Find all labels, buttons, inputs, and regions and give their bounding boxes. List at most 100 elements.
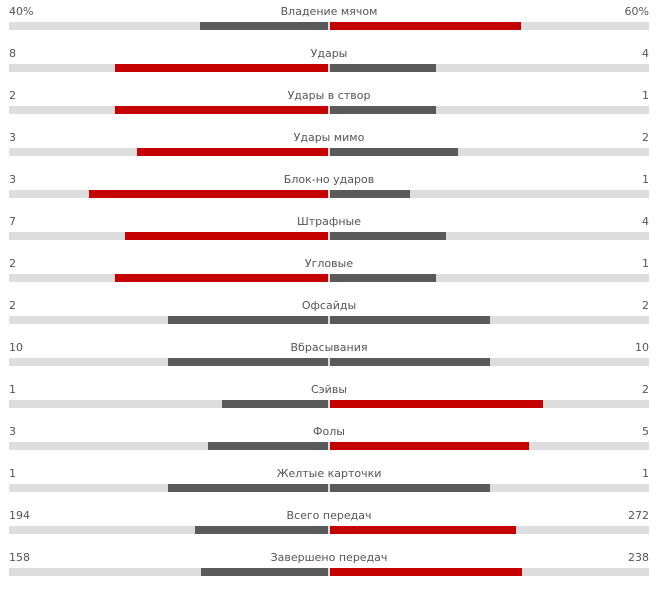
away-bar-fill bbox=[330, 22, 521, 30]
stat-bar bbox=[9, 190, 649, 198]
stat-name: Офсайды bbox=[301, 299, 357, 312]
away-bar-fill bbox=[330, 316, 490, 324]
home-value: 2 bbox=[9, 257, 16, 270]
stat-row: Удары мимо 3 2 bbox=[9, 131, 649, 173]
stat-label-line: Всего передач 194 272 bbox=[9, 509, 649, 526]
stat-label-line: Удары в створ 2 1 bbox=[9, 89, 649, 106]
stat-name: Владение мячом bbox=[280, 5, 378, 18]
away-bar-track bbox=[330, 484, 649, 492]
home-bar-fill bbox=[168, 316, 328, 324]
home-bar-fill bbox=[89, 190, 328, 198]
away-bar-track bbox=[330, 526, 649, 534]
stat-bar bbox=[9, 400, 649, 408]
home-bar-track bbox=[9, 316, 328, 324]
stat-name: Фолы bbox=[313, 425, 345, 438]
home-value: 194 bbox=[9, 509, 30, 522]
home-bar-track bbox=[9, 526, 328, 534]
stat-name: Вбрасывания bbox=[290, 341, 368, 354]
away-bar-track bbox=[330, 358, 649, 366]
stat-row: Блок-но ударов 3 1 bbox=[9, 173, 649, 215]
stat-row: Угловые 2 1 bbox=[9, 257, 649, 299]
away-value: 4 bbox=[642, 47, 649, 60]
away-bar-fill bbox=[330, 568, 522, 576]
away-value: 1 bbox=[642, 173, 649, 186]
home-bar-fill bbox=[200, 22, 328, 30]
stat-label-line: Штрафные 7 4 bbox=[9, 215, 649, 232]
stat-name: Удары мимо bbox=[293, 131, 365, 144]
stat-label-line: Угловые 2 1 bbox=[9, 257, 649, 274]
away-bar-track bbox=[330, 190, 649, 198]
home-bar-track bbox=[9, 106, 328, 114]
home-bar-fill bbox=[208, 442, 328, 450]
stat-row: Сэйвы 1 2 bbox=[9, 383, 649, 425]
away-bar-track bbox=[330, 148, 649, 156]
away-bar-track bbox=[330, 232, 649, 240]
home-value: 7 bbox=[9, 215, 16, 228]
home-bar-track bbox=[9, 190, 328, 198]
away-bar-fill bbox=[330, 232, 446, 240]
home-value: 158 bbox=[9, 551, 30, 564]
away-bar-fill bbox=[330, 484, 490, 492]
stat-row: Завершено передач 158 238 bbox=[9, 551, 649, 593]
away-bar-track bbox=[330, 400, 649, 408]
stat-row: Удары 8 4 bbox=[9, 47, 649, 89]
away-value: 1 bbox=[642, 257, 649, 270]
home-value: 10 bbox=[9, 341, 23, 354]
away-bar-fill bbox=[330, 400, 543, 408]
home-bar-track bbox=[9, 232, 328, 240]
home-bar-track bbox=[9, 148, 328, 156]
away-value: 4 bbox=[642, 215, 649, 228]
home-bar-fill bbox=[115, 106, 328, 114]
away-value: 5 bbox=[642, 425, 649, 438]
home-value: 2 bbox=[9, 89, 16, 102]
stat-row: Удары в створ 2 1 bbox=[9, 89, 649, 131]
away-bar-track bbox=[330, 316, 649, 324]
home-value: 3 bbox=[9, 425, 16, 438]
home-value: 3 bbox=[9, 131, 16, 144]
home-value: 1 bbox=[9, 467, 16, 480]
stat-name: Удары bbox=[310, 47, 348, 60]
home-value: 2 bbox=[9, 299, 16, 312]
home-value: 1 bbox=[9, 383, 16, 396]
away-value: 2 bbox=[642, 299, 649, 312]
stat-label-line: Офсайды 2 2 bbox=[9, 299, 649, 316]
away-bar-track bbox=[330, 22, 649, 30]
home-bar-fill bbox=[201, 568, 328, 576]
away-bar-track bbox=[330, 568, 649, 576]
home-bar-track bbox=[9, 22, 328, 30]
away-value: 10 bbox=[635, 341, 649, 354]
stat-name: Штрафные bbox=[297, 215, 361, 228]
away-bar-fill bbox=[330, 358, 490, 366]
stat-bar bbox=[9, 274, 649, 282]
home-bar-track bbox=[9, 64, 328, 72]
stat-name: Всего передач bbox=[286, 509, 372, 522]
away-bar-track bbox=[330, 64, 649, 72]
away-value: 2 bbox=[642, 383, 649, 396]
home-bar-fill bbox=[168, 358, 328, 366]
away-value: 238 bbox=[628, 551, 649, 564]
stat-label-line: Сэйвы 1 2 bbox=[9, 383, 649, 400]
stat-label-line: Вбрасывания 10 10 bbox=[9, 341, 649, 358]
away-value: 272 bbox=[628, 509, 649, 522]
home-bar-track bbox=[9, 568, 328, 576]
stat-name: Сэйвы bbox=[310, 383, 348, 396]
away-bar-fill bbox=[330, 274, 436, 282]
stat-bar bbox=[9, 22, 649, 30]
home-bar-fill bbox=[125, 232, 328, 240]
home-bar-fill bbox=[222, 400, 328, 408]
home-value: 8 bbox=[9, 47, 16, 60]
away-bar-fill bbox=[330, 442, 529, 450]
home-value: 3 bbox=[9, 173, 16, 186]
away-bar-track bbox=[330, 442, 649, 450]
stat-bar bbox=[9, 526, 649, 534]
stat-bar bbox=[9, 316, 649, 324]
stat-row: Всего передач 194 272 bbox=[9, 509, 649, 551]
stat-name: Удары в створ bbox=[287, 89, 371, 102]
stat-row: Штрафные 7 4 bbox=[9, 215, 649, 257]
stat-bar bbox=[9, 568, 649, 576]
away-bar-fill bbox=[330, 64, 436, 72]
home-bar-track bbox=[9, 484, 328, 492]
home-bar-fill bbox=[115, 274, 328, 282]
stat-label-line: Фолы 3 5 bbox=[9, 425, 649, 442]
